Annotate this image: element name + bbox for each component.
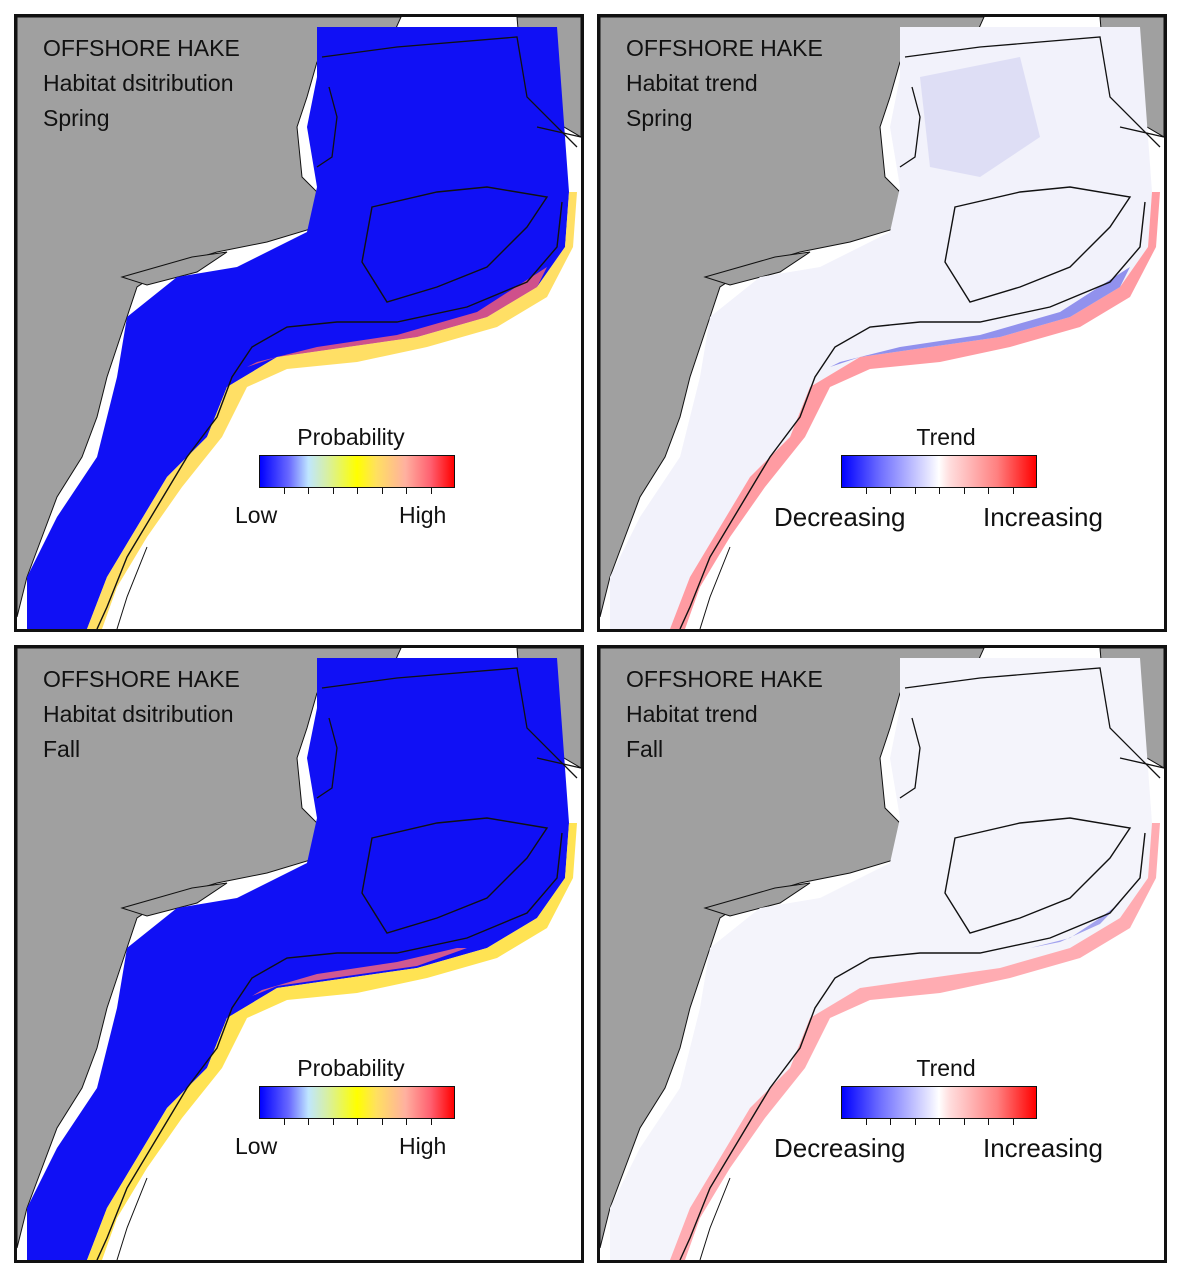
panel-title: OFFSHORE HAKE Habitat dsitribution Fall [43,662,240,767]
panel-fall-distribution: OFFSHORE HAKE Habitat dsitribution Fall … [14,645,584,1263]
map-fall-trend [600,648,1164,1260]
legend-high-label: High [399,502,447,528]
colorbar-tick [283,1119,285,1125]
trend-colorbar [841,455,1037,488]
colorbar-tick [939,488,940,494]
probability-colorbar [259,1086,455,1119]
season-label: Fall [43,736,81,762]
probability-colorbar [259,455,455,488]
trend-layer [610,658,1160,1260]
panel-title: OFFSHORE HAKE Habitat trend Spring [626,31,823,136]
season-label: Spring [43,105,110,131]
colorbar-tick [914,1119,916,1125]
map-spring-distribution [17,17,581,629]
colorbar-tick [308,488,309,494]
colorbar-tick [865,488,867,494]
legend-title: Trend [916,1055,976,1081]
map-fall-distribution [17,648,581,1260]
legend-title: Probability [297,424,405,450]
season-label: Spring [626,105,693,131]
legend-high-label: Increasing [983,502,1103,532]
habitat-layer [27,27,577,629]
colorbar-tick [357,1119,358,1125]
species-label: OFFSHORE HAKE [626,35,823,61]
colorbar-tick [381,1119,383,1125]
colorbar-tick [963,488,965,494]
colorbar-tick [381,488,383,494]
legend-high-label: High [399,1133,447,1159]
legend-title: Trend [916,424,976,450]
colorbar-tick [865,1119,867,1125]
colorbar-tick [332,488,334,494]
metric-label: Habitat trend [626,701,758,727]
colorbar-tick [308,1119,309,1125]
trend-layer [610,27,1160,629]
trend-legend: Trend Decreasing Increasing [772,424,1120,534]
legend-low-label: Decreasing [774,502,906,532]
panel-title: OFFSHORE HAKE Habitat trend Fall [626,662,823,767]
colorbar-tick [890,1119,891,1125]
colorbar-tick [430,1119,432,1125]
panel-spring-trend: OFFSHORE HAKE Habitat trend Spring Trend… [597,14,1167,632]
colorbar-tick [332,1119,334,1125]
season-label: Fall [626,736,664,762]
legend-title: Probability [297,1055,405,1081]
colorbar-tick [430,488,432,494]
species-label: OFFSHORE HAKE [43,666,240,692]
colorbar-tick [357,488,358,494]
colorbar-tick [988,1119,989,1125]
metric-label: Habitat dsitribution [43,70,234,96]
legend-low-label: Decreasing [774,1133,906,1163]
metric-label: Habitat trend [626,70,758,96]
colorbar-tick [890,488,891,494]
colorbar-tick [914,488,916,494]
panel-fall-trend: OFFSHORE HAKE Habitat trend Fall Trend D… [597,645,1167,1263]
colorbar-tick [283,488,285,494]
trend-legend: Trend Decreasing Increasing [772,1055,1120,1165]
panel-title: OFFSHORE HAKE Habitat dsitribution Sprin… [43,31,240,136]
colorbar-tick [406,488,407,494]
metric-label: Habitat dsitribution [43,701,234,727]
trend-colorbar [841,1086,1037,1119]
legend-low-label: Low [235,502,278,528]
species-label: OFFSHORE HAKE [626,666,823,692]
panel-spring-distribution: OFFSHORE HAKE Habitat dsitribution Sprin… [14,14,584,632]
probability-legend: Probability Low High [231,424,471,534]
species-label: OFFSHORE HAKE [43,35,240,61]
colorbar-tick [963,1119,965,1125]
colorbar-tick [939,1119,940,1125]
colorbar-tick [406,1119,407,1125]
colorbar-tick [1012,1119,1014,1125]
legend-low-label: Low [235,1133,278,1159]
colorbar-tick [988,488,989,494]
legend-high-label: Increasing [983,1133,1103,1163]
probability-legend: Probability Low High [231,1055,471,1165]
colorbar-tick [1012,488,1014,494]
map-spring-trend [600,17,1164,629]
habitat-layer [27,658,577,1260]
